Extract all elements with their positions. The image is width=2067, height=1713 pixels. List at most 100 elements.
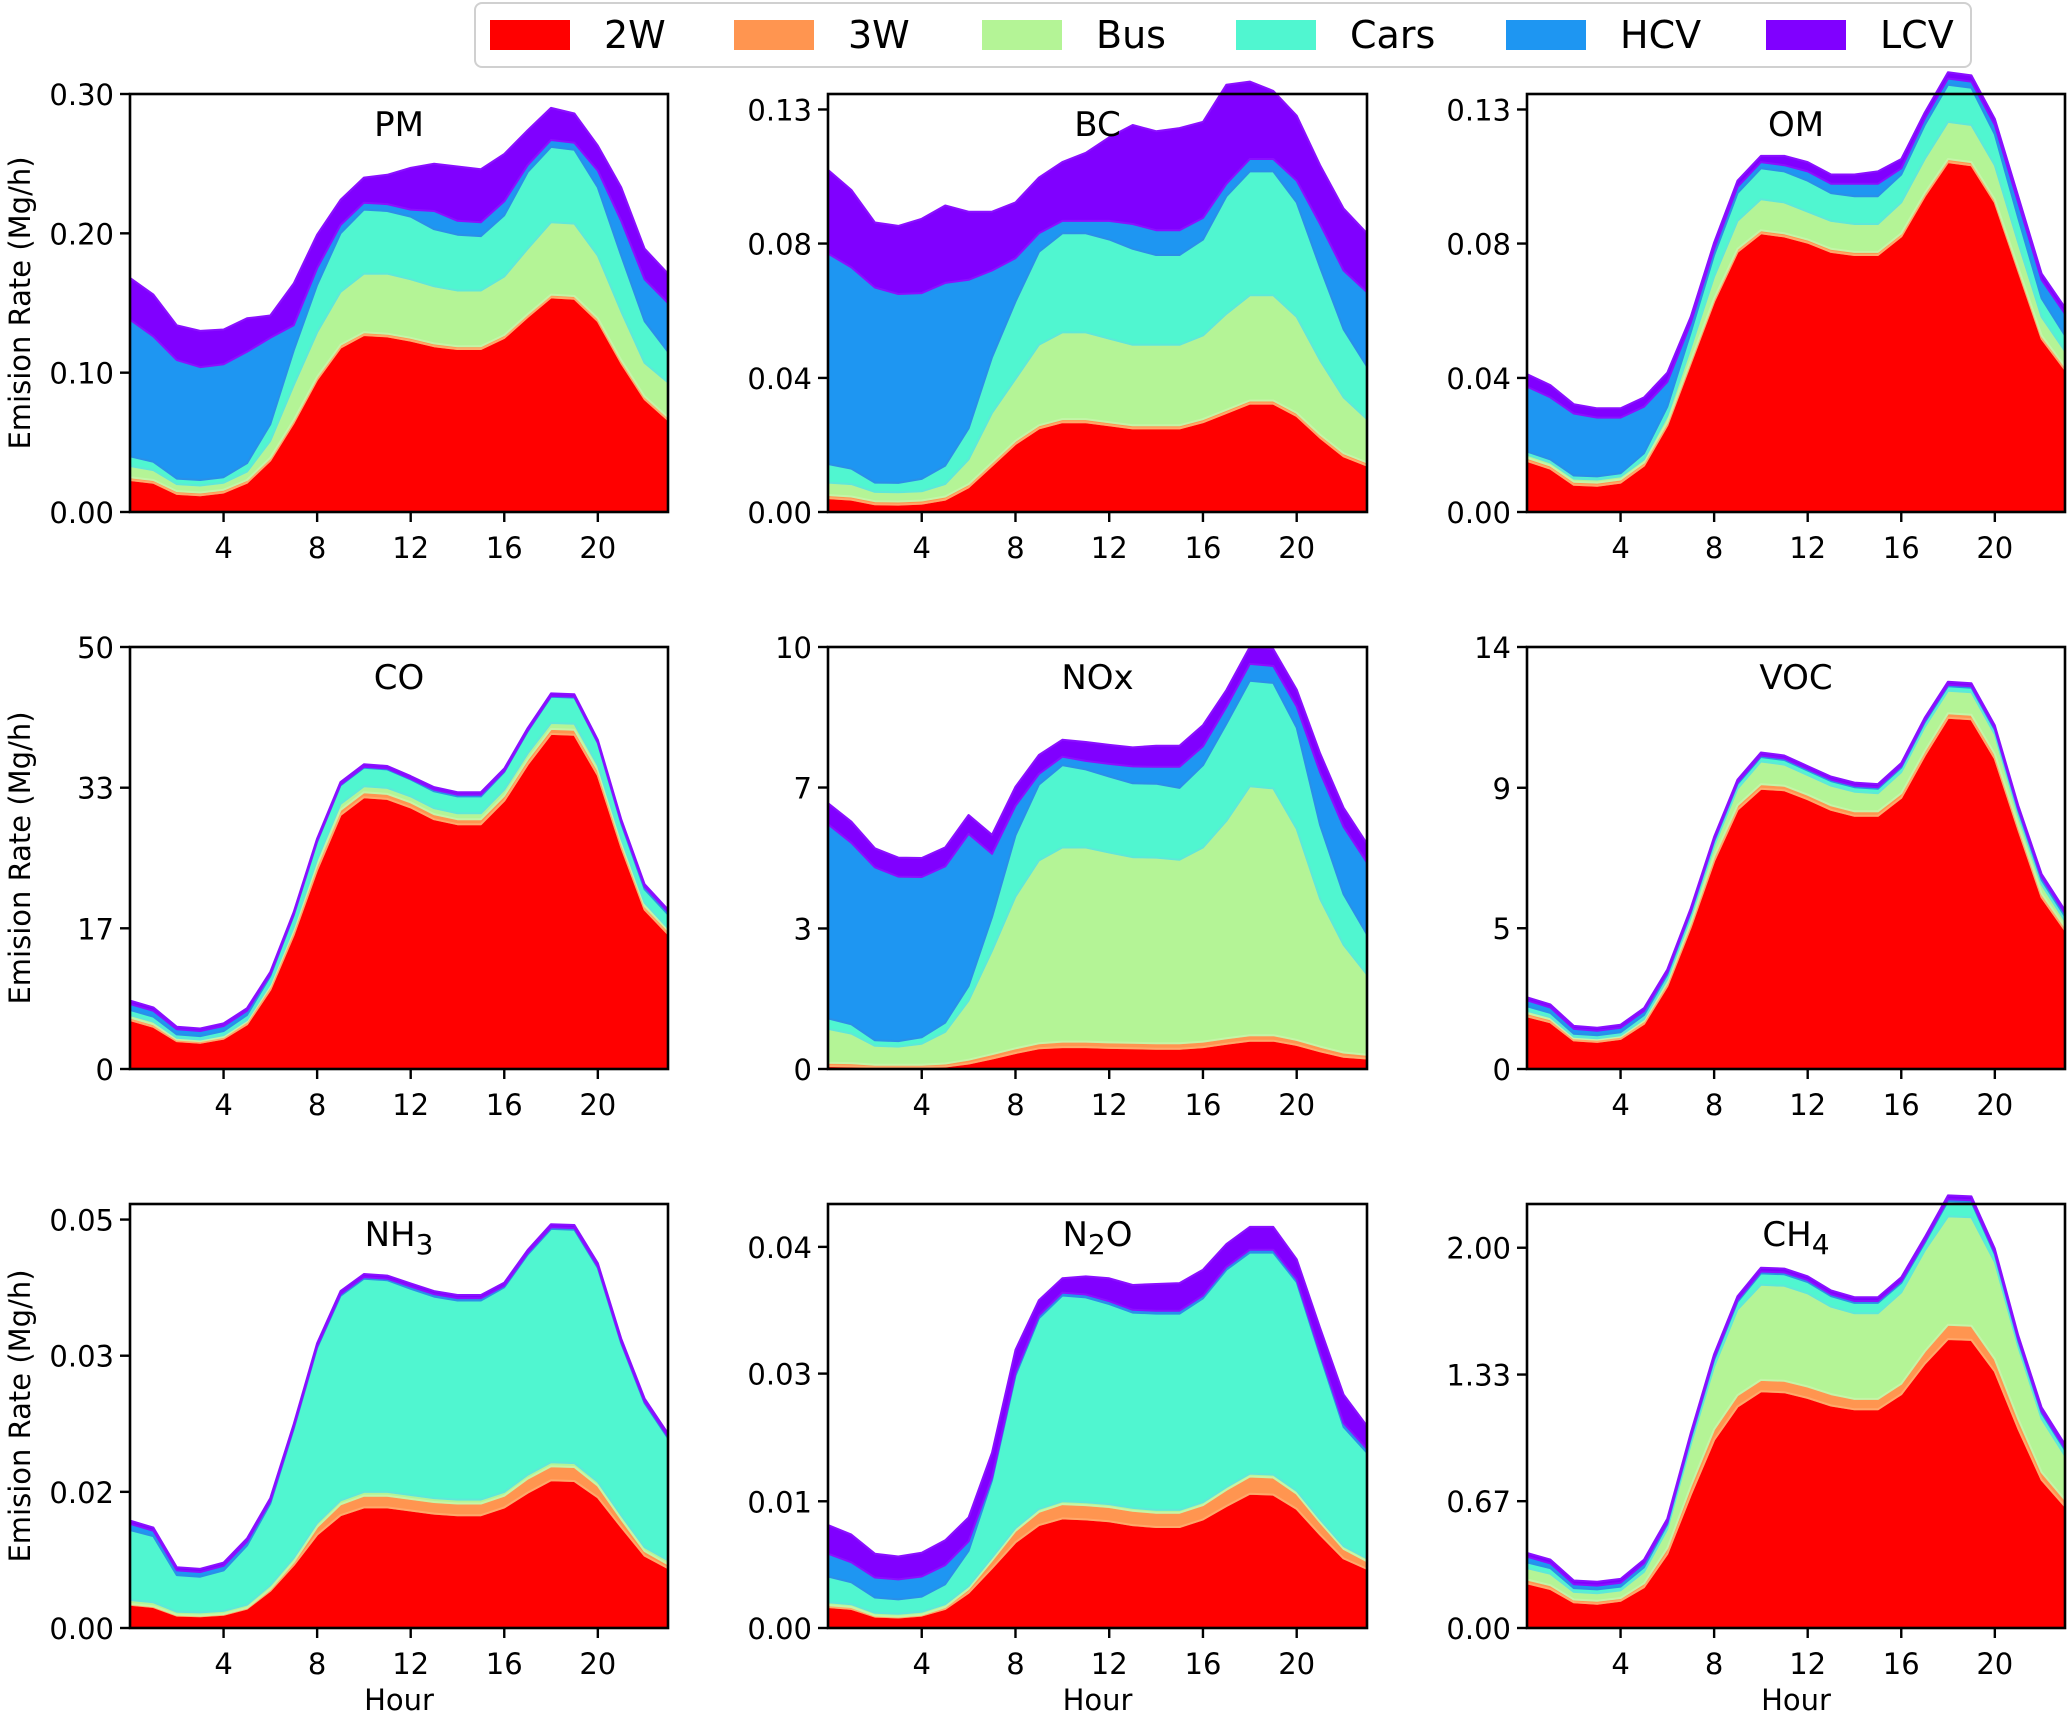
y-tick-label: 0.67	[1446, 1485, 1511, 1519]
legend-label-lcv: LCV	[1880, 13, 1954, 57]
x-tick-label: 12	[1091, 531, 1128, 565]
y-tick-label: 0.13	[747, 93, 812, 127]
axes-frame	[826, 92, 1369, 514]
y-tick-label: 2.00	[1446, 1232, 1511, 1266]
legend-swatch-hcv	[1506, 20, 1586, 50]
x-tick-label: 16	[486, 1088, 523, 1122]
y-tick-label: 0.00	[49, 496, 114, 530]
y-tick-label: 10	[775, 631, 812, 665]
x-tick-label: 8	[1705, 1088, 1723, 1122]
panel-voc: VOC 0 5 9 14 4 8 12 16 20	[1474, 631, 2067, 1122]
x-axis-label: Hour	[1761, 1683, 1831, 1713]
panel-title: NH3	[365, 1215, 434, 1261]
legend-label-2w: 2W	[604, 13, 666, 57]
x-tick-label: 12	[1091, 1088, 1128, 1122]
panel-title: NOx	[1061, 658, 1133, 698]
legend-label-cars: Cars	[1350, 13, 1436, 57]
legend-swatch-lcv	[1766, 20, 1846, 50]
panel-nox: NOx 0 3 7 10 4 8 12 16 20	[775, 631, 1369, 1122]
legend-swatch-2w	[490, 20, 570, 50]
panel-title: BC	[1074, 105, 1120, 145]
panel-title: N2O	[1062, 1215, 1132, 1261]
x-tick-label: 12	[1091, 1647, 1128, 1681]
x-tick-label: 16	[486, 531, 523, 565]
x-tick-label: 20	[1278, 1088, 1315, 1122]
axes-frame	[1525, 1202, 2067, 1630]
x-tick-label: 20	[579, 1088, 616, 1122]
axes-frame	[826, 645, 1369, 1071]
x-tick-label: 8	[1006, 1088, 1024, 1122]
panel-n2o: N2O 0.00 0.01 0.03 0.04 4 8 12 16 20 Hour	[747, 1202, 1369, 1713]
panel-co: CO 0 17 33 50 4 8 12 16 20 Emision Rate (Mg/h)	[3, 631, 670, 1122]
y-tick-label: 3	[794, 912, 812, 946]
legend-item-lcv: LCV	[1766, 13, 1954, 57]
x-tick-label: 20	[1976, 1088, 2013, 1122]
panel-bc: BC 0.00 0.04 0.08 0.13 4 8 12 16 20	[747, 80, 1369, 565]
x-tick-label: 8	[1705, 531, 1723, 565]
legend-item-3w: 3W	[734, 13, 910, 57]
legend-swatch-bus	[982, 20, 1062, 50]
y-tick-label: 0	[1493, 1053, 1511, 1087]
x-tick-label: 16	[486, 1647, 523, 1681]
x-tick-label: 4	[214, 531, 232, 565]
y-tick-label: 0.04	[747, 1231, 812, 1265]
y-tick-label: 0.04	[747, 362, 812, 396]
y-tick-label: 0.13	[1446, 93, 1511, 127]
legend-item-bus: Bus	[982, 13, 1166, 57]
y-axis-label: Emision Rate (Mg/h)	[3, 1269, 37, 1562]
legend-swatch-cars	[1236, 20, 1316, 50]
y-tick-label: 0.08	[747, 228, 812, 262]
y-tick-label: 0.00	[747, 1612, 812, 1646]
x-tick-label: 12	[392, 531, 429, 565]
y-tick-label: 5	[1493, 912, 1511, 946]
legend-label-hcv: HCV	[1620, 13, 1702, 57]
panel-pm: PM 0.00 0.10 0.20 0.30 4 8 12 16 20 Emision Rate (…	[3, 78, 670, 565]
panel-title: OM	[1768, 105, 1824, 145]
x-tick-label: 20	[1976, 531, 2013, 565]
panel-title: PM	[374, 105, 424, 145]
x-tick-label: 12	[1789, 531, 1826, 565]
panel-ch4: CH4 0.00 0.67 1.33 2.00 4 8 12 16 20 Hour	[1446, 1194, 2067, 1713]
x-tick-label: 4	[1611, 531, 1629, 565]
x-tick-label: 8	[308, 1088, 326, 1122]
y-tick-label: 0	[96, 1053, 114, 1087]
x-axis-label: Hour	[1063, 1683, 1133, 1713]
x-tick-label: 4	[913, 1647, 931, 1681]
x-tick-label: 8	[1006, 531, 1024, 565]
x-tick-label: 16	[1883, 531, 1920, 565]
x-tick-label: 20	[1278, 531, 1315, 565]
axes-frame	[128, 1202, 670, 1630]
y-tick-label: 0	[794, 1053, 812, 1087]
legend-label-3w: 3W	[848, 13, 910, 57]
x-tick-label: 4	[1611, 1647, 1629, 1681]
legend-item-cars: Cars	[1236, 13, 1436, 57]
y-axis-label: Emision Rate (Mg/h)	[3, 156, 37, 449]
x-tick-label: 4	[214, 1647, 232, 1681]
y-tick-label: 14	[1474, 631, 1511, 665]
y-tick-label: 0.08	[1446, 228, 1511, 262]
y-tick-label: 9	[1493, 772, 1511, 806]
x-tick-label: 12	[1789, 1088, 1826, 1122]
legend-item-2w: 2W	[490, 13, 666, 57]
x-axis-label: Hour	[364, 1683, 434, 1713]
axes-frame	[128, 92, 670, 514]
panel-title: VOC	[1759, 658, 1832, 698]
x-tick-label: 12	[392, 1647, 429, 1681]
axes-frame	[1525, 645, 2067, 1071]
y-tick-label: 0.00	[1446, 496, 1511, 530]
y-tick-label: 0.03	[747, 1358, 812, 1392]
panel-om: OM 0.00 0.04 0.08 0.13 4 8 12 16 20	[1446, 71, 2067, 565]
x-tick-label: 8	[1006, 1647, 1024, 1681]
y-tick-label: 0.30	[49, 78, 114, 112]
y-tick-label: 0.03	[49, 1340, 114, 1374]
legend-label-bus: Bus	[1096, 13, 1166, 57]
x-tick-label: 16	[1185, 1647, 1222, 1681]
x-tick-label: 4	[913, 1088, 931, 1122]
y-tick-label: 0.05	[49, 1204, 114, 1238]
y-tick-label: 50	[77, 631, 114, 665]
x-tick-label: 16	[1883, 1647, 1920, 1681]
x-tick-label: 8	[308, 1647, 326, 1681]
y-tick-label: 0.00	[747, 496, 812, 530]
legend-swatch-3w	[734, 20, 814, 50]
